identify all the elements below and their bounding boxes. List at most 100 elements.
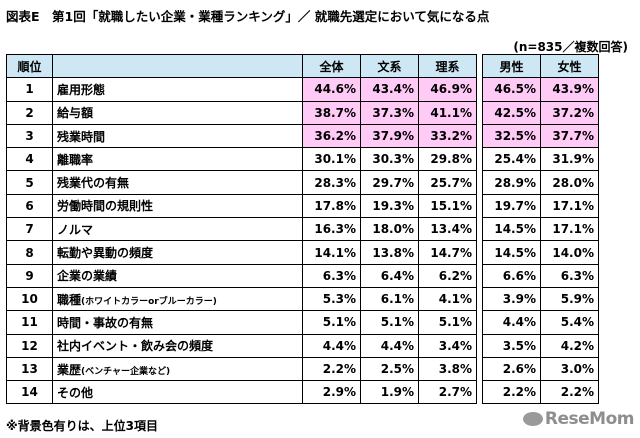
value-male: 14.5% xyxy=(482,217,541,242)
header-item xyxy=(52,53,303,79)
value-humanities: 37.3% xyxy=(360,100,419,125)
item-label: 残業時間 xyxy=(57,129,106,144)
item-label: 離職率 xyxy=(57,152,94,167)
value-humanities: 1.9% xyxy=(360,380,419,405)
value-science: 13.4% xyxy=(418,217,477,242)
value-science: 4.1% xyxy=(418,286,477,312)
value-all: 16.3% xyxy=(302,217,361,242)
value-humanities: 5.1% xyxy=(360,310,419,335)
value-male: 2.6% xyxy=(482,356,541,382)
value-male: 6.6% xyxy=(482,263,541,288)
value-male: 3.9% xyxy=(482,286,541,312)
value-humanities: 30.3% xyxy=(360,147,419,172)
item-cell: 雇用形態 xyxy=(52,77,303,102)
value-science: 6.2% xyxy=(418,263,477,288)
item-cell: 時間・事故の有無 xyxy=(52,310,303,335)
header-female: 女性 xyxy=(540,53,599,79)
item-cell: 離職率 xyxy=(52,147,303,172)
table-row: 13 業歴(ベンチャー企業など) 2.2% 2.5% 3.8% 2.6% 3.0% xyxy=(6,356,599,382)
value-all: 14.1% xyxy=(302,240,361,265)
item-cell: 残業代の有無 xyxy=(52,170,303,195)
value-female: 28.0% xyxy=(540,170,599,195)
header-humanities: 文系 xyxy=(360,53,419,79)
value-science: 2.7% xyxy=(418,380,477,405)
item-label: 雇用形態 xyxy=(57,82,106,97)
rank-cell: 13 xyxy=(6,356,53,382)
value-all: 30.1% xyxy=(302,147,361,172)
item-label: 残業代の有無 xyxy=(57,176,130,191)
value-female: 17.1% xyxy=(540,217,599,242)
table-row: 11 時間・事故の有無 5.1% 5.1% 5.1% 4.4% 5.4% xyxy=(6,310,599,335)
ranking-table: 順位 全体 文系 理系 男性 女性 1 雇用形態 44.6% 43.4% 46.9% 46… xyxy=(6,53,599,405)
value-all: 5.1% xyxy=(302,310,361,335)
rank-cell: 6 xyxy=(6,193,53,219)
table-row: 2 給与額 38.7% 37.3% 41.1% 42.5% 37.2% xyxy=(6,100,599,125)
item-cell: 労働時間の規則性 xyxy=(52,193,303,219)
item-label: ノルマ xyxy=(57,222,94,237)
table-row: 6 労働時間の規則性 17.8% 19.3% 15.1% 19.7% 17.1% xyxy=(6,193,599,219)
rank-cell: 2 xyxy=(6,100,53,125)
item-label: 転勤や異動の頻度 xyxy=(57,246,154,261)
value-female: 4.2% xyxy=(540,333,599,358)
value-all: 17.8% xyxy=(302,193,361,219)
value-humanities: 18.0% xyxy=(360,217,419,242)
value-all: 6.3% xyxy=(302,263,361,288)
figure-title: 図表E 第1回「就職したい企業・業種ランキング」／ 就職先選定において気になる点 xyxy=(6,9,490,24)
value-male: 4.4% xyxy=(482,310,541,335)
value-all: 36.2% xyxy=(302,123,361,149)
rank-cell: 4 xyxy=(6,147,53,172)
value-humanities: 37.9% xyxy=(360,123,419,149)
rank-cell: 3 xyxy=(6,123,53,149)
value-science: 41.1% xyxy=(418,100,477,125)
value-all: 4.4% xyxy=(302,333,361,358)
item-label: 給与額 xyxy=(57,106,94,121)
header-rank: 順位 xyxy=(6,53,53,79)
item-cell: 社内イベント・飲み会の頻度 xyxy=(52,333,303,358)
value-humanities: 29.7% xyxy=(360,170,419,195)
value-humanities: 6.4% xyxy=(360,263,419,288)
resemom-logo: ReseMom xyxy=(522,409,635,429)
table-row: 1 雇用形態 44.6% 43.4% 46.9% 46.5% 43.9% xyxy=(6,77,599,102)
value-male: 19.7% xyxy=(482,193,541,219)
value-humanities: 2.5% xyxy=(360,356,419,382)
value-female: 37.7% xyxy=(540,123,599,149)
item-label: 労働時間の規則性 xyxy=(57,199,154,214)
value-male: 25.4% xyxy=(482,147,541,172)
value-humanities: 19.3% xyxy=(360,193,419,219)
rank-cell: 10 xyxy=(6,286,53,312)
value-humanities: 6.1% xyxy=(360,286,419,312)
value-science: 3.8% xyxy=(418,356,477,382)
value-humanities: 4.4% xyxy=(360,333,419,358)
table-row: 8 転勤や異動の頻度 14.1% 13.8% 14.7% 14.5% 14.0% xyxy=(6,240,599,265)
value-science: 5.1% xyxy=(418,310,477,335)
item-label: 企業の業績 xyxy=(57,269,118,284)
value-female: 6.3% xyxy=(540,263,599,288)
item-label: その他 xyxy=(57,385,94,400)
item-cell: 残業時間 xyxy=(52,123,303,149)
value-male: 42.5% xyxy=(482,100,541,125)
rank-cell: 9 xyxy=(6,263,53,288)
value-female: 37.2% xyxy=(540,100,599,125)
table-row: 14 その他 2.9% 1.9% 2.7% 2.2% 2.2% xyxy=(6,380,599,405)
value-female: 31.9% xyxy=(540,147,599,172)
rank-cell: 1 xyxy=(6,77,53,102)
item-subnote: (ホワイトカラーorブルーカラー) xyxy=(81,296,217,307)
table-row: 12 社内イベント・飲み会の頻度 4.4% 4.4% 3.4% 3.5% 4.2% xyxy=(6,333,599,358)
value-all: 2.9% xyxy=(302,380,361,405)
value-male: 3.5% xyxy=(482,333,541,358)
value-male: 28.9% xyxy=(482,170,541,195)
sample-note: (n=835／複数回答) xyxy=(513,40,628,54)
rank-cell: 11 xyxy=(6,310,53,335)
value-all: 2.2% xyxy=(302,356,361,382)
value-all: 28.3% xyxy=(302,170,361,195)
table-row: 5 残業代の有無 28.3% 29.7% 25.7% 28.9% 28.0% xyxy=(6,170,599,195)
value-science: 46.9% xyxy=(418,77,477,102)
rank-cell: 5 xyxy=(6,170,53,195)
value-humanities: 13.8% xyxy=(360,240,419,265)
item-cell: ノルマ xyxy=(52,217,303,242)
value-science: 25.7% xyxy=(418,170,477,195)
value-female: 5.9% xyxy=(540,286,599,312)
logo-bubble-icon xyxy=(522,412,543,426)
table-row: 10 職種(ホワイトカラーorブルーカラー) 5.3% 6.1% 4.1% 3.9% 5.9… xyxy=(6,286,599,312)
item-label: 時間・事故の有無 xyxy=(57,315,154,330)
